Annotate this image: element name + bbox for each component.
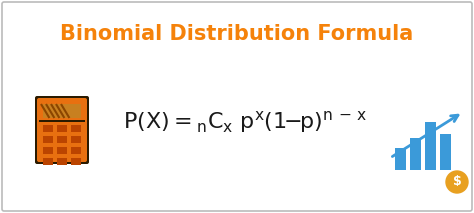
Bar xyxy=(71,136,81,143)
Text: $: $ xyxy=(453,176,461,189)
Bar xyxy=(71,147,81,154)
Bar xyxy=(440,134,451,170)
Bar xyxy=(425,122,436,170)
Bar xyxy=(71,158,81,165)
FancyBboxPatch shape xyxy=(35,96,89,164)
Bar xyxy=(71,125,81,132)
Bar xyxy=(43,104,81,118)
FancyBboxPatch shape xyxy=(2,2,472,211)
Bar xyxy=(43,136,53,143)
Bar xyxy=(57,136,67,143)
Circle shape xyxy=(446,171,468,193)
Text: $\mathsf{P(X) = {_n}C_x\ p^x(1\!\!-\!\!p)^{n\,-\,x}}$: $\mathsf{P(X) = {_n}C_x\ p^x(1\!\!-\!\!p… xyxy=(123,109,367,135)
Bar xyxy=(43,125,53,132)
Bar xyxy=(395,148,406,170)
Bar xyxy=(57,158,67,165)
Bar xyxy=(43,158,53,165)
Bar xyxy=(57,125,67,132)
Bar xyxy=(57,147,67,154)
Bar xyxy=(39,120,85,122)
Bar xyxy=(43,147,53,154)
Text: Binomial Distribution Formula: Binomial Distribution Formula xyxy=(60,24,414,44)
FancyBboxPatch shape xyxy=(37,98,87,162)
Bar xyxy=(410,138,421,170)
